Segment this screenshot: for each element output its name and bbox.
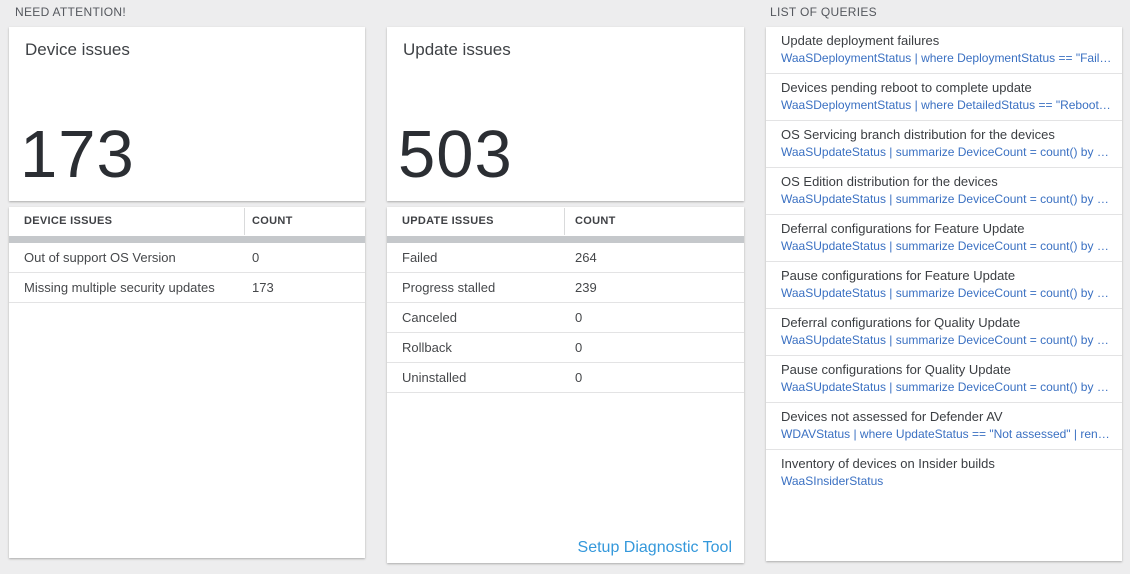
- table-row[interactable]: Failed 264: [387, 243, 744, 273]
- query-title: Pause configurations for Feature Update: [781, 268, 1016, 283]
- setup-diagnostic-tool-link[interactable]: Setup Diagnostic Tool: [577, 539, 732, 556]
- row-count: 239: [575, 280, 597, 295]
- need-attention-section-title: NEED ATTENTION!: [15, 5, 126, 19]
- update-issues-tile[interactable]: Update issues 503: [387, 27, 744, 201]
- update-issues-column-header: UPDATE ISSUES: [402, 215, 494, 227]
- table-row[interactable]: Progress stalled 239: [387, 273, 744, 303]
- query-link[interactable]: WaaSUpdateStatus | summarize DeviceCount…: [781, 380, 1112, 394]
- query-title: Devices pending reboot to complete updat…: [781, 80, 1032, 95]
- list-of-queries-section-title: LIST OF QUERIES: [770, 5, 877, 19]
- column-divider: [564, 208, 565, 235]
- query-list-item[interactable]: Pause configurations for Quality Update …: [766, 356, 1122, 403]
- query-list-item[interactable]: OS Edition distribution for the devices …: [766, 168, 1122, 215]
- row-count: 0: [575, 310, 583, 325]
- query-list-item[interactable]: Update deployment failures WaaSDeploymen…: [766, 27, 1122, 74]
- table-row[interactable]: Canceled 0: [387, 303, 744, 333]
- query-list-item[interactable]: Devices not assessed for Defender AV WDA…: [766, 403, 1122, 450]
- update-issues-total: 503: [398, 117, 513, 192]
- query-title: Inventory of devices on Insider builds: [781, 456, 995, 471]
- query-title: Devices not assessed for Defender AV: [781, 409, 1003, 424]
- device-issues-table-header: DEVICE ISSUES COUNT: [9, 207, 365, 236]
- count-column-header: COUNT: [575, 215, 616, 227]
- query-link[interactable]: WaaSDeploymentStatus | where DetailedSta…: [781, 98, 1112, 112]
- row-label: Failed: [402, 250, 438, 265]
- list-of-queries-panel: Update deployment failures WaaSDeploymen…: [766, 27, 1122, 561]
- query-link[interactable]: WDAVStatus | where UpdateStatus == "Not …: [781, 427, 1112, 441]
- update-issues-table: UPDATE ISSUES COUNT Failed 264 Progress …: [387, 207, 744, 563]
- query-title: OS Servicing branch distribution for the…: [781, 127, 1055, 142]
- query-link[interactable]: WaaSInsiderStatus: [781, 474, 884, 488]
- horizontal-scrollbar[interactable]: [9, 236, 365, 243]
- query-list-item[interactable]: Deferral configurations for Quality Upda…: [766, 309, 1122, 356]
- device-issues-tile[interactable]: Device issues 173: [9, 27, 365, 201]
- row-count: 173: [252, 280, 274, 295]
- row-count: 0: [252, 250, 260, 265]
- count-column-header: COUNT: [252, 215, 293, 227]
- query-title: OS Edition distribution for the devices: [781, 174, 998, 189]
- query-link[interactable]: WaaSUpdateStatus | summarize DeviceCount…: [781, 239, 1112, 253]
- device-issues-total: 173: [20, 117, 135, 192]
- query-list-item[interactable]: Deferral configurations for Feature Upda…: [766, 215, 1122, 262]
- row-label: Rollback: [402, 340, 452, 355]
- device-issues-table: DEVICE ISSUES COUNT Out of support OS Ve…: [9, 207, 365, 558]
- query-title: Deferral configurations for Feature Upda…: [781, 221, 1025, 236]
- update-issues-table-header: UPDATE ISSUES COUNT: [387, 207, 744, 236]
- query-link[interactable]: WaaSUpdateStatus | summarize DeviceCount…: [781, 286, 1112, 300]
- query-link[interactable]: WaaSUpdateStatus | summarize DeviceCount…: [781, 333, 1112, 347]
- device-issues-column-header: DEVICE ISSUES: [24, 215, 113, 227]
- query-link[interactable]: WaaSDeploymentStatus | where DeploymentS…: [781, 51, 1112, 65]
- row-label: Progress stalled: [402, 280, 496, 295]
- query-title: Pause configurations for Quality Update: [781, 362, 1011, 377]
- row-label: Canceled: [402, 310, 457, 325]
- device-issues-tile-title: Device issues: [25, 40, 130, 59]
- row-count: 264: [575, 250, 597, 265]
- horizontal-scrollbar[interactable]: [387, 236, 744, 243]
- row-label: Out of support OS Version: [24, 250, 176, 265]
- row-count: 0: [575, 370, 583, 385]
- table-row[interactable]: Uninstalled 0: [387, 363, 744, 393]
- table-row[interactable]: Missing multiple security updates 173: [9, 273, 365, 303]
- query-list-item[interactable]: Inventory of devices on Insider builds W…: [766, 450, 1122, 497]
- query-link[interactable]: WaaSUpdateStatus | summarize DeviceCount…: [781, 145, 1112, 159]
- query-title: Deferral configurations for Quality Upda…: [781, 315, 1021, 330]
- row-label: Missing multiple security updates: [24, 280, 215, 295]
- column-divider: [244, 208, 245, 235]
- query-list-item[interactable]: Pause configurations for Feature Update …: [766, 262, 1122, 309]
- update-issues-tile-title: Update issues: [403, 40, 511, 59]
- table-row[interactable]: Out of support OS Version 0: [9, 243, 365, 273]
- row-label: Uninstalled: [402, 370, 467, 385]
- query-list-item[interactable]: Devices pending reboot to complete updat…: [766, 74, 1122, 121]
- query-link[interactable]: WaaSUpdateStatus | summarize DeviceCount…: [781, 192, 1112, 206]
- query-list-item[interactable]: OS Servicing branch distribution for the…: [766, 121, 1122, 168]
- table-row[interactable]: Rollback 0: [387, 333, 744, 363]
- query-title: Update deployment failures: [781, 33, 940, 48]
- row-count: 0: [575, 340, 583, 355]
